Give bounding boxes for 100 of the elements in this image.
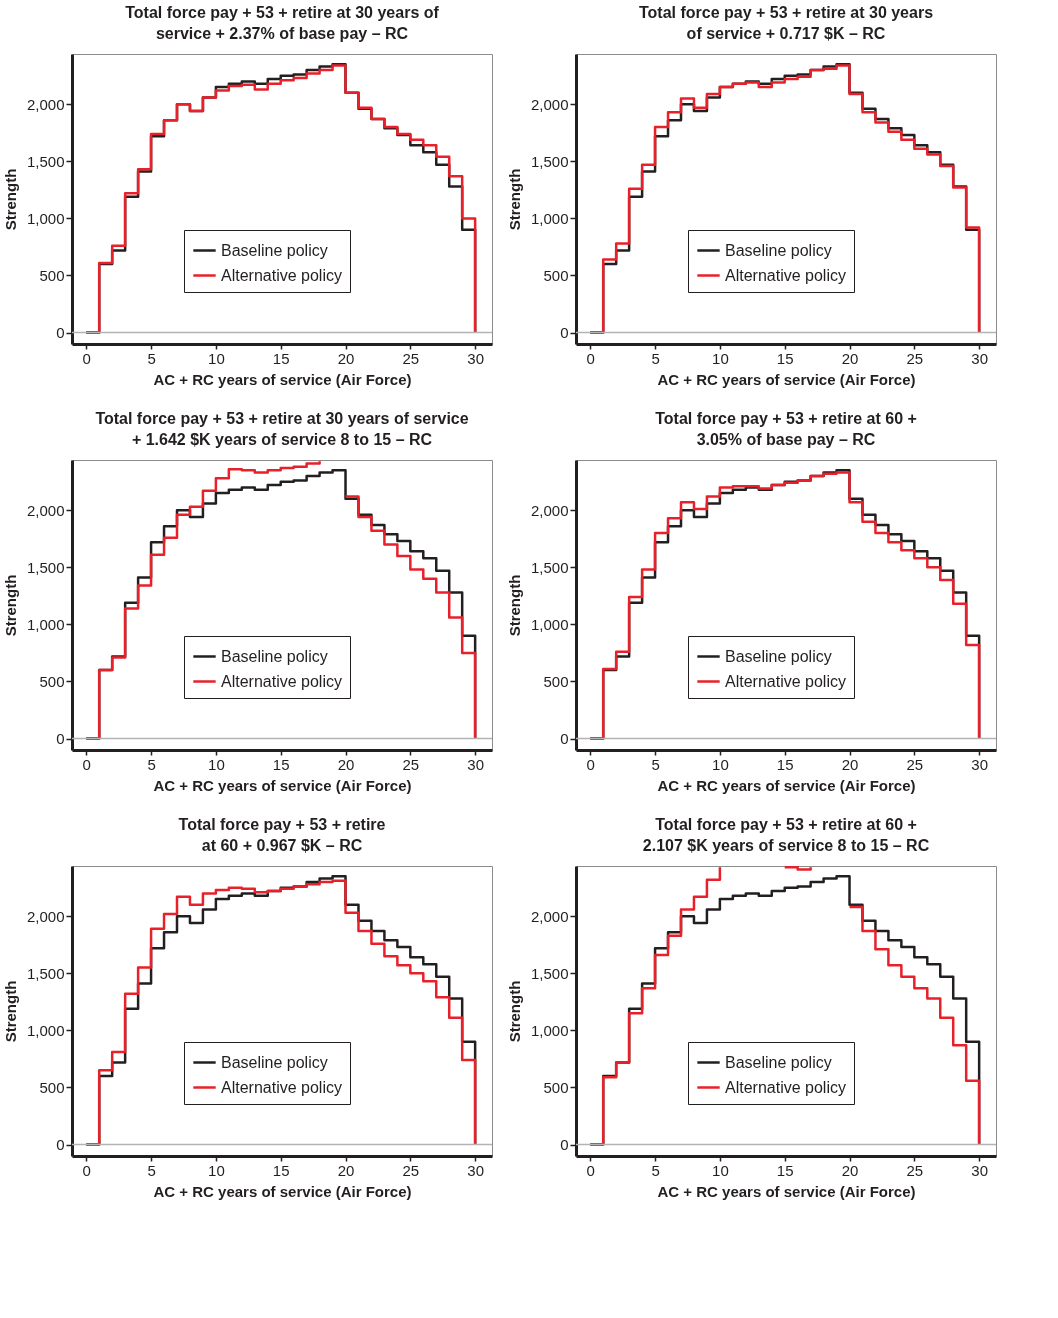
x-tick-label: 20 (337, 349, 355, 367)
legend-label: Baseline policy (725, 241, 832, 259)
x-tick-label: 20 (841, 1161, 859, 1179)
chart-title: Total force pay + 53 + retire at 30 years of service + 0.717 $K – RC (638, 4, 934, 42)
y-tick-label: 500 (543, 673, 569, 690)
y-tick-label: 1,500 (530, 152, 569, 170)
x-tick-label: 30 (971, 1161, 988, 1179)
legend-label: Baseline policy (221, 647, 328, 665)
x-tick-label: 20 (841, 349, 859, 367)
y-tick-label: 0 (56, 1136, 65, 1154)
x-axis-title: AC + RC years of service (Air Force) (153, 370, 412, 388)
x-tick-label: 15 (776, 349, 794, 367)
y-axis-title: Strength (1, 980, 19, 1043)
x-axis-title: AC + RC years of service (Air Force) (657, 776, 916, 794)
legend-label: Baseline policy (221, 1053, 328, 1071)
x-tick-label: 5 (651, 1161, 660, 1179)
y-axis-title: Strength (505, 980, 523, 1043)
x-tick-label: 15 (776, 1161, 794, 1179)
legend-label: Alternative policy (221, 672, 342, 690)
y-tick-label: 1,000 (26, 209, 65, 227)
y-tick-label: 2,000 (26, 95, 65, 113)
x-tick-label: 30 (467, 755, 484, 773)
y-tick-label: 0 (56, 730, 65, 748)
y-tick-label: 1,000 (530, 209, 569, 227)
y-tick-label: 1,000 (26, 615, 65, 633)
x-tick-label: 25 (906, 1161, 924, 1179)
y-tick-label: 500 (39, 673, 65, 690)
y-tick-label: 0 (560, 1136, 569, 1154)
x-tick-label: 0 (82, 349, 91, 367)
legend-label: Alternative policy (221, 266, 342, 284)
y-tick-label: 1,500 (26, 152, 65, 170)
x-axis-title: AC + RC years of service (Air Force) (153, 1182, 412, 1200)
x-axis-title: AC + RC years of service (Air Force) (657, 370, 916, 388)
x-tick-label: 25 (906, 349, 924, 367)
chart-title: Total force pay + 53 + retire at 60 + 2.107 $K years of service 8 to 15 – RC (642, 816, 930, 854)
x-tick-label: 0 (82, 755, 91, 773)
legend-label: Baseline policy (725, 647, 832, 665)
x-tick-label: 15 (272, 1161, 290, 1179)
y-tick-label: 500 (543, 1079, 569, 1096)
x-tick-label: 30 (467, 349, 484, 367)
x-tick-label: 20 (841, 755, 859, 773)
x-tick-label: 10 (208, 755, 225, 773)
legend-label: Alternative policy (725, 266, 846, 284)
chart-title: Total force pay + 53 + retire at 30 years of service + 1.642 $K years of service 8 to 15 – RC (95, 410, 469, 448)
x-tick-label: 30 (971, 755, 988, 773)
y-tick-label: 0 (560, 730, 569, 748)
y-axis-title: Strength (505, 574, 523, 637)
y-tick-label: 1,000 (530, 615, 569, 633)
legend-label: Baseline policy (725, 1053, 832, 1071)
x-tick-label: 0 (586, 1161, 595, 1179)
x-tick-label: 15 (272, 755, 290, 773)
legend-label: Alternative policy (725, 672, 846, 690)
y-tick-label: 1,500 (26, 558, 65, 576)
y-tick-label: 1,500 (26, 964, 65, 982)
x-tick-label: 0 (82, 1161, 91, 1179)
chart-title: Total force pay + 53 + retire at 30 years of service + 2.37% of base pay – RC (125, 4, 440, 42)
y-axis-title: Strength (1, 168, 19, 231)
x-tick-label: 20 (337, 1161, 355, 1179)
x-tick-label: 15 (272, 349, 290, 367)
x-tick-label: 10 (208, 349, 225, 367)
x-tick-label: 25 (402, 755, 420, 773)
x-tick-label: 5 (651, 349, 660, 367)
legend-label: Alternative policy (725, 1078, 846, 1096)
y-axis-title: Strength (505, 168, 523, 231)
x-tick-label: 30 (971, 349, 988, 367)
y-tick-label: 2,000 (530, 501, 569, 519)
legend-label: Baseline policy (221, 241, 328, 259)
x-tick-label: 0 (586, 349, 595, 367)
y-axis-title: Strength (1, 574, 19, 637)
x-tick-label: 10 (712, 349, 729, 367)
y-tick-label: 1,500 (530, 964, 569, 982)
x-tick-label: 5 (147, 1161, 156, 1179)
x-tick-label: 5 (147, 755, 156, 773)
y-tick-label: 0 (560, 324, 569, 342)
y-tick-label: 0 (56, 324, 65, 342)
y-tick-label: 1,000 (530, 1021, 569, 1039)
x-tick-label: 10 (712, 1161, 729, 1179)
x-tick-label: 10 (712, 755, 729, 773)
y-tick-label: 500 (543, 267, 569, 284)
x-tick-label: 20 (337, 755, 355, 773)
y-tick-label: 2,000 (530, 907, 569, 925)
chart-title: Total force pay + 53 + retire at 60 + 3.05% of base pay – RC (655, 410, 917, 448)
chart-title: Total force pay + 53 + retire at 60 + 0.967 $K – RC (178, 816, 386, 854)
x-tick-label: 25 (402, 349, 420, 367)
x-tick-label: 5 (651, 755, 660, 773)
y-tick-label: 2,000 (26, 501, 65, 519)
legend-label: Alternative policy (221, 1078, 342, 1096)
x-tick-label: 10 (208, 1161, 225, 1179)
x-tick-label: 0 (586, 755, 595, 773)
y-tick-label: 2,000 (530, 95, 569, 113)
y-tick-label: 1,500 (530, 558, 569, 576)
x-axis-title: AC + RC years of service (Air Force) (657, 1182, 916, 1200)
x-tick-label: 25 (402, 1161, 420, 1179)
y-tick-label: 500 (39, 1079, 65, 1096)
x-tick-label: 30 (467, 1161, 484, 1179)
y-tick-label: 500 (39, 267, 65, 284)
x-tick-label: 25 (906, 755, 924, 773)
x-tick-label: 5 (147, 349, 156, 367)
x-tick-label: 15 (776, 755, 794, 773)
y-tick-label: 2,000 (26, 907, 65, 925)
